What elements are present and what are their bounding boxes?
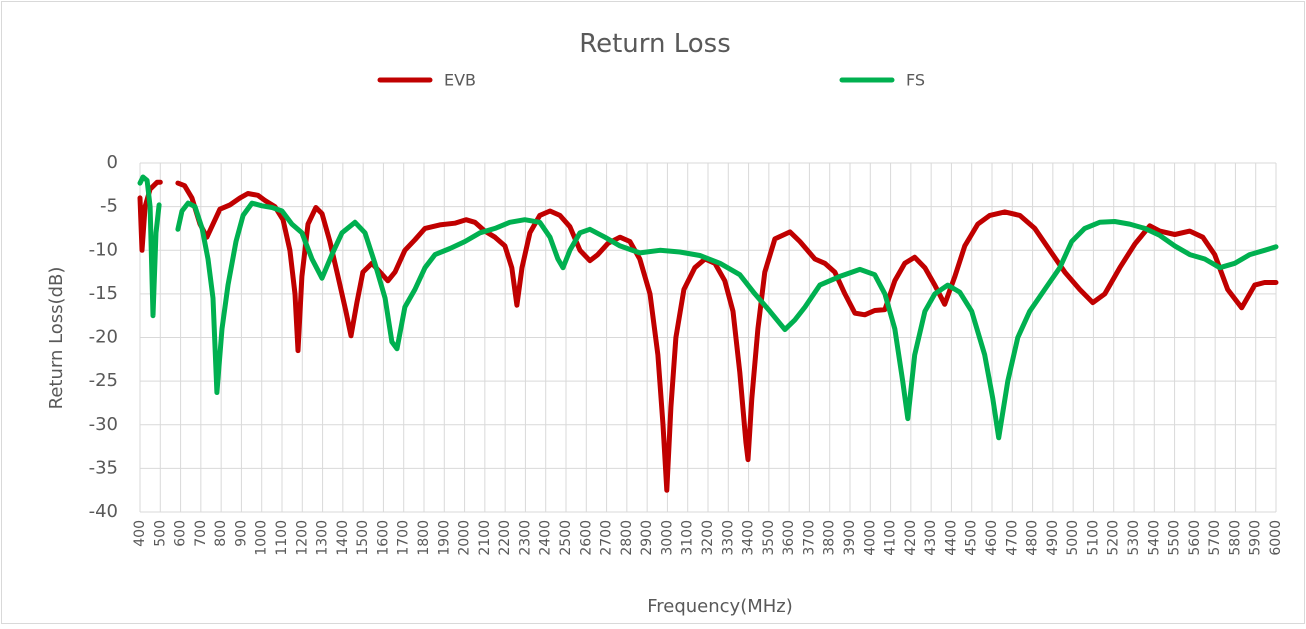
x-tick-label: 1800 (416, 520, 432, 556)
y-tick-label: -40 (89, 501, 118, 522)
y-tick-label: -5 (100, 196, 118, 217)
x-tick-label: 5400 (1146, 520, 1162, 556)
x-tick-label: 5000 (1065, 520, 1081, 556)
x-tick-label: 2400 (538, 520, 554, 556)
x-tick-label: 1200 (294, 520, 310, 556)
x-tick-label: 1100 (274, 520, 290, 556)
x-tick-label: 3100 (680, 520, 696, 556)
y-tick-label: -20 (89, 327, 118, 348)
x-tick-label: 1000 (254, 520, 270, 556)
x-tick-label: 4900 (1045, 520, 1061, 556)
x-tick-label: 400 (132, 520, 148, 547)
y-tick-label: -35 (89, 457, 118, 478)
x-tick-label: 600 (173, 520, 189, 547)
x-tick-label: 5800 (1227, 520, 1243, 556)
x-tick-label: 1900 (436, 520, 452, 556)
x-tick-label: 3900 (842, 520, 858, 556)
x-tick-label: 6000 (1268, 520, 1284, 556)
x-tick-label: 4800 (1025, 520, 1041, 556)
x-tick-label: 5700 (1207, 520, 1223, 556)
x-tick-label: 3300 (720, 520, 736, 556)
legend-label: EVB (444, 71, 476, 90)
y-tick-label: -15 (89, 283, 118, 304)
x-tick-label: 1600 (375, 520, 391, 556)
x-tick-label: 3600 (781, 520, 797, 556)
x-tick-label: 2600 (578, 520, 594, 556)
x-tick-label: 2800 (619, 520, 635, 556)
chart-title: Return Loss (579, 29, 731, 59)
x-tick-label: 900 (233, 520, 249, 547)
x-tick-label: 4400 (943, 520, 959, 556)
x-tick-label: 5500 (1167, 520, 1183, 556)
x-tick-label: 500 (152, 520, 168, 547)
x-tick-label: 3800 (822, 520, 838, 556)
x-tick-label: 2100 (477, 520, 493, 556)
y-axis-label: Return Loss(dB) (46, 267, 67, 410)
x-tick-label: 5600 (1187, 520, 1203, 556)
x-tick-label: 5300 (1126, 520, 1142, 556)
x-tick-label: 3000 (659, 520, 675, 556)
x-tick-label: 5200 (1106, 520, 1122, 556)
x-tick-label: 3700 (801, 520, 817, 556)
x-tick-label: 1700 (396, 520, 412, 556)
y-tick-label: 0 (107, 152, 118, 173)
x-tick-label: 800 (213, 520, 229, 547)
x-tick-label: 4300 (923, 520, 939, 556)
x-tick-label: 4100 (883, 520, 899, 556)
y-tick-label: -10 (89, 239, 118, 260)
x-tick-label: 1400 (335, 520, 351, 556)
x-tick-label: 4000 (862, 520, 878, 556)
x-tick-label: 1500 (355, 520, 371, 556)
x-tick-label: 2300 (517, 520, 533, 556)
x-tick-label: 4700 (1004, 520, 1020, 556)
y-tick-label: -30 (89, 414, 118, 435)
x-tick-label: 1300 (315, 520, 331, 556)
x-tick-label: 4600 (984, 520, 1000, 556)
x-tick-label: 5100 (1085, 520, 1101, 556)
x-tick-label: 3400 (741, 520, 757, 556)
y-tick-label: -25 (89, 370, 118, 391)
x-tick-label: 2500 (558, 520, 574, 556)
x-tick-label: 700 (193, 520, 209, 547)
x-tick-label: 4500 (964, 520, 980, 556)
data-line (137, 174, 1279, 441)
x-axis-label: Frequency(MHz) (647, 596, 793, 617)
x-tick-label: 5900 (1248, 520, 1264, 556)
x-tick-label: 2900 (639, 520, 655, 556)
x-tick-label: 2000 (457, 520, 473, 556)
x-tick-label: 3200 (700, 520, 716, 556)
legend-label: FS (906, 71, 925, 90)
x-tick-label: 3500 (761, 520, 777, 556)
x-tick-label: 4200 (903, 520, 919, 556)
x-tick-label: 2700 (599, 520, 615, 556)
x-tick-label: 2200 (497, 520, 513, 556)
